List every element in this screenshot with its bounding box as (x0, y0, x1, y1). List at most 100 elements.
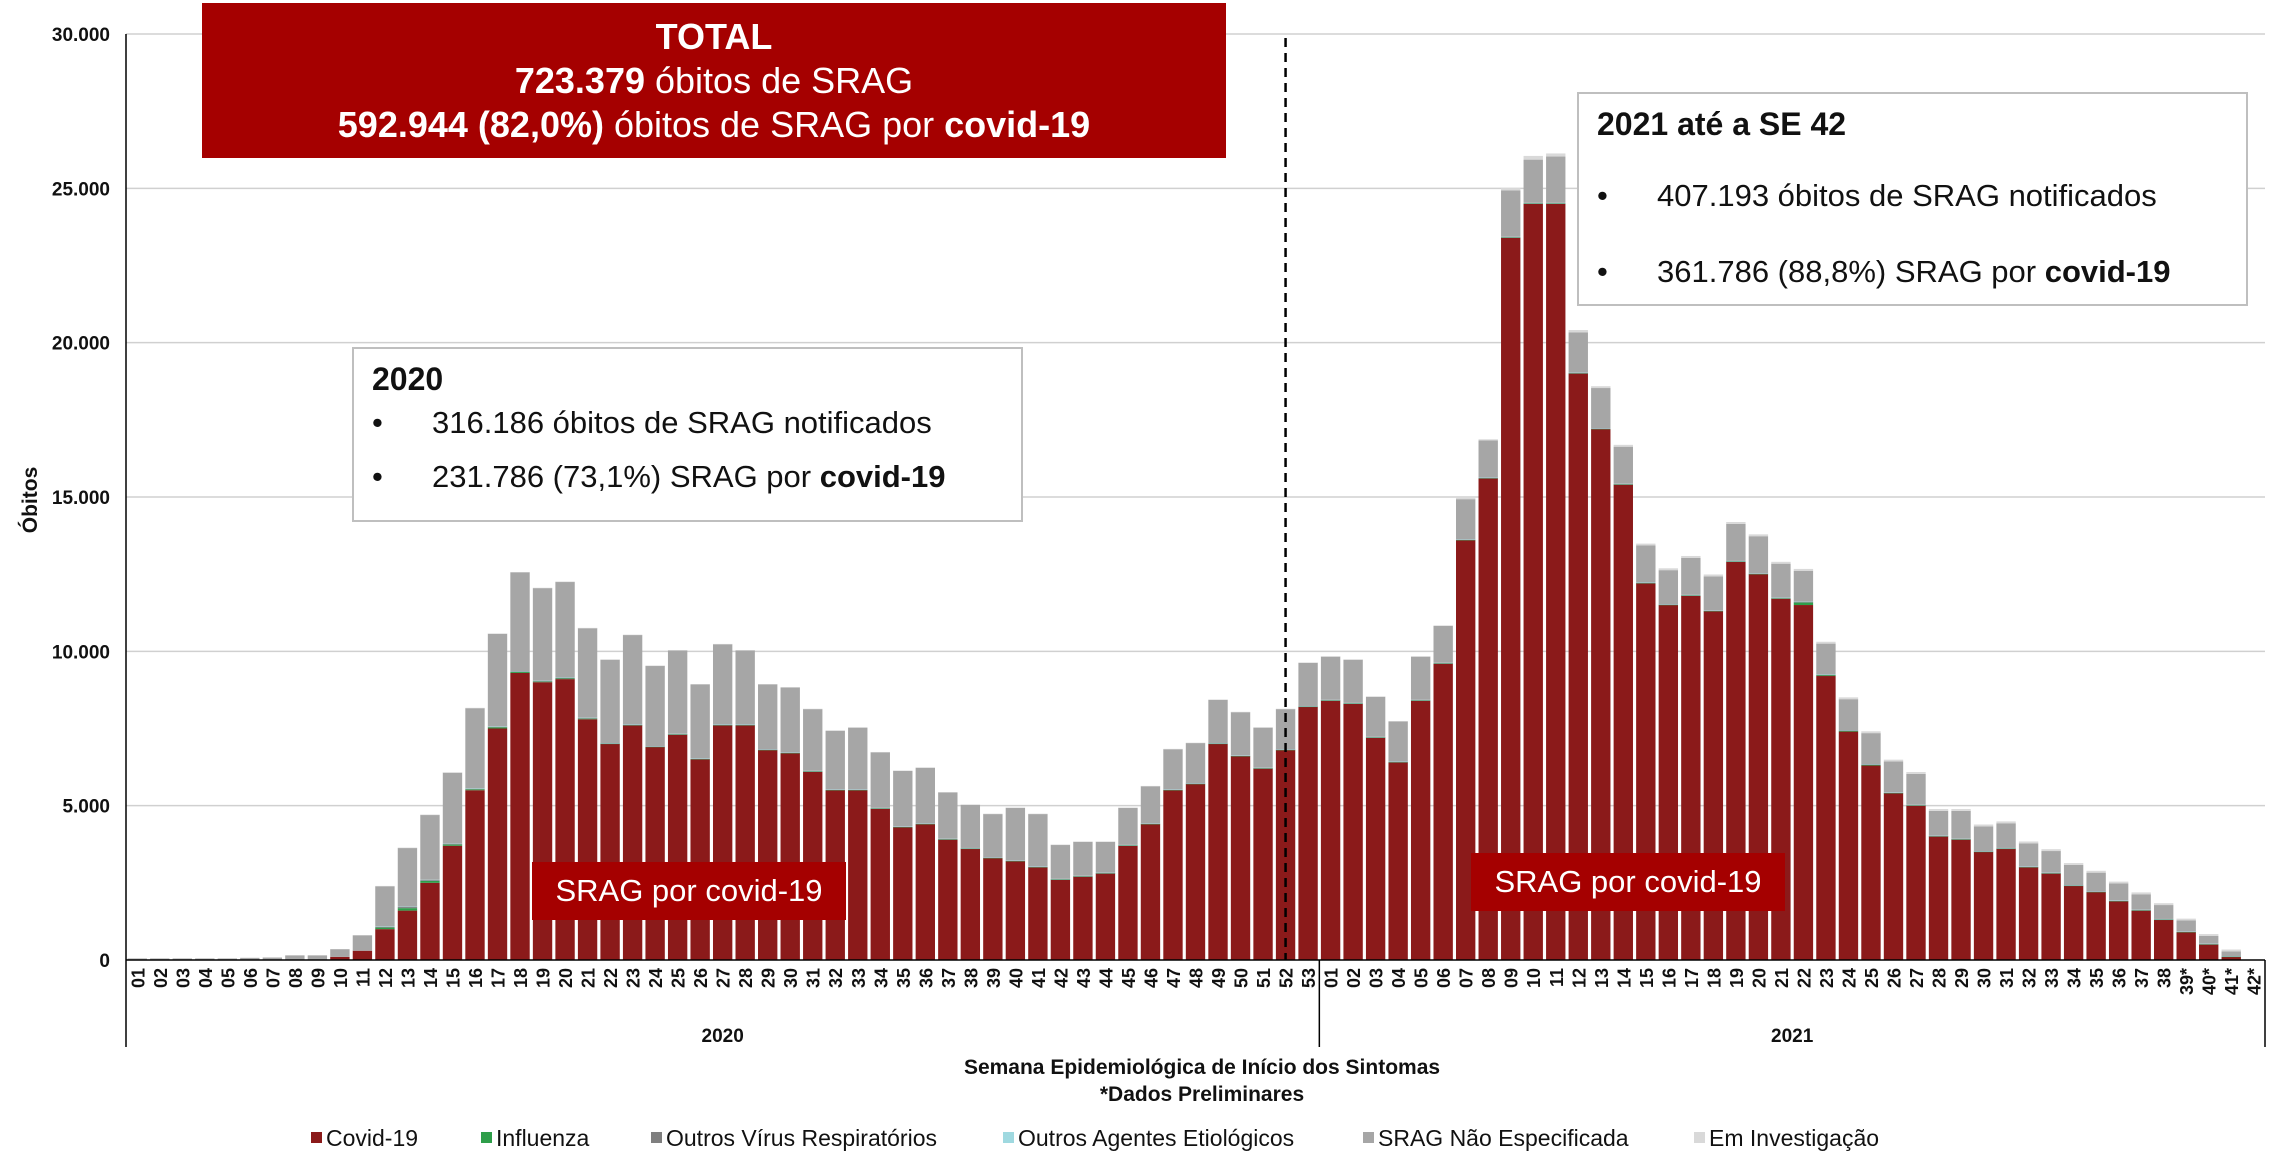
bar-segment (1253, 768, 1273, 769)
x-tick-label: 40 (1006, 968, 1026, 988)
bar-segment (2131, 892, 2151, 895)
bar-segment (330, 949, 350, 957)
bar-segment (2153, 919, 2174, 921)
bar-segment (803, 771, 823, 772)
x-tick-label: 32 (2020, 968, 2040, 988)
bar-segment (645, 746, 665, 747)
bar-segment (1906, 804, 1926, 806)
bar-segment (465, 789, 485, 791)
bar-segment (1771, 597, 1791, 599)
x-tick-label: 06 (241, 968, 261, 988)
bar-segment (2108, 881, 2129, 884)
y-axis-label: Óbitos (18, 467, 42, 534)
x-tick-label: 34 (871, 968, 891, 988)
bar-segment (622, 724, 643, 726)
bar-segment (803, 708, 823, 710)
bar-segment (1838, 731, 1859, 960)
bar-segment (1861, 733, 1881, 764)
legend-swatch (1003, 1132, 1014, 1143)
bar-segment (555, 678, 575, 680)
legend-label: Outros Vírus Respiratórios (666, 1125, 937, 1151)
total-line-2: 592.944 (82,0%) óbitos de SRAG por covid… (337, 104, 1091, 145)
bar-segment (1568, 373, 1588, 960)
bar-segment (2199, 935, 2219, 944)
x-tick-label: 31 (1997, 968, 2017, 988)
bar-segment (2108, 901, 2129, 902)
bar-segment (735, 650, 755, 651)
bar-segment (1095, 872, 1116, 874)
bar-segment (1568, 372, 1588, 374)
bar-segment (1230, 755, 1251, 756)
bar-segment (487, 726, 508, 728)
bar-segment (2041, 873, 2061, 874)
bar-segment (1591, 388, 1611, 429)
bar-segment (622, 725, 643, 960)
bar-segment (1478, 478, 1498, 960)
bar-segment (2041, 872, 2061, 874)
bar-segment (487, 633, 508, 727)
x-tick-label: 31 (804, 968, 824, 988)
bar-segment (825, 789, 845, 790)
bar-segment (1095, 873, 1116, 960)
bar-segment (2176, 931, 2196, 932)
bar-segment (667, 734, 688, 960)
x-tick-label: 39* (2177, 968, 2197, 995)
bar-segment (1456, 499, 1476, 540)
bar-segment (532, 680, 553, 682)
bar-segment (960, 848, 981, 849)
bar-segment (2108, 883, 2129, 901)
bar-segment (1095, 841, 1116, 873)
bar-segment (1298, 662, 1318, 706)
bar-segment (1883, 792, 1904, 794)
bar-segment (2041, 849, 2061, 852)
bar-segment (2041, 873, 2061, 960)
bar-segment (532, 681, 553, 683)
legend-label: SRAG Não Especificada (1378, 1125, 1629, 1151)
bar-segment (1636, 582, 1656, 584)
bar-segment (870, 752, 890, 808)
bar-segment (1140, 823, 1161, 824)
bar-segment (2108, 900, 2129, 902)
bar-segment (758, 684, 778, 685)
bar-segment (1388, 762, 1408, 960)
x-tick-label: 42* (2245, 968, 2265, 995)
bar-segment (825, 730, 845, 790)
bar-segment (442, 843, 463, 845)
legend-label: Em Investigação (1709, 1125, 1879, 1151)
x-tick-label: 34 (2065, 968, 2085, 988)
bar-segment (420, 882, 440, 960)
bar-segment (1208, 699, 1228, 700)
bar-segment (780, 753, 800, 960)
bar-segment (1253, 727, 1273, 728)
x-tick-label: 10 (331, 968, 351, 988)
bar-segment (1456, 539, 1476, 540)
x-tick-label: 24 (646, 968, 666, 988)
x-tick-label: 27 (1907, 968, 1927, 988)
x-tick-label: 24 (1839, 968, 1859, 988)
bar-segment (1883, 793, 1904, 794)
x-tick-label: 03 (173, 968, 193, 988)
bar-segment (397, 908, 418, 911)
bar-segment (1861, 763, 1881, 765)
bar-segment (848, 727, 868, 790)
bar-segment (442, 844, 463, 846)
x-tick-label: 11 (1547, 968, 1567, 987)
bar-segment (1185, 783, 1206, 784)
x-tick-label: 21 (1772, 968, 1792, 988)
bar-segment (938, 792, 958, 839)
bar-segment (1546, 203, 1566, 960)
bar-segment (1883, 761, 1904, 793)
x-tick-label: 38 (2155, 968, 2175, 988)
bar-segment (262, 957, 283, 960)
bar-segment (960, 848, 981, 960)
bar-segment (915, 823, 935, 825)
legend-label: Outros Agentes Etiológicos (1018, 1125, 1294, 1151)
bar-segment (1973, 824, 1994, 827)
bar-segment (893, 770, 913, 827)
bar-segment (2221, 956, 2241, 960)
bar-segment (465, 790, 485, 960)
bar-segment (960, 848, 981, 850)
bar-segment (1433, 663, 1453, 664)
bar-segment (690, 758, 710, 760)
bar-segment (1883, 792, 1904, 793)
